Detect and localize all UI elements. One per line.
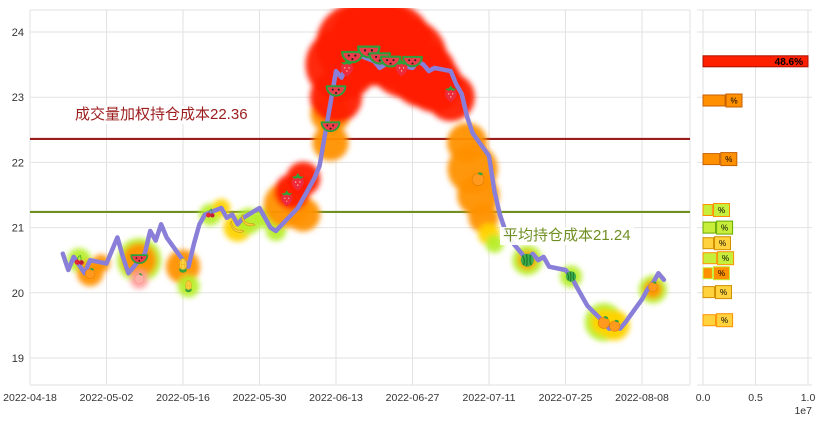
bar-label-chip xyxy=(715,285,732,300)
y-tick-label: 21 xyxy=(12,223,24,235)
watermelon-slice-icon xyxy=(325,85,347,97)
x-tick-label: 2022-05-02 xyxy=(80,392,134,404)
bar-label-chip xyxy=(713,266,730,281)
volume-blob xyxy=(485,234,504,253)
bar-percent-label: % xyxy=(721,224,728,233)
watermelon-slice-icon xyxy=(130,254,149,265)
bar-percent-label: % xyxy=(719,239,726,248)
bar-percent-label: % xyxy=(721,316,728,325)
y-tick-label: 19 xyxy=(12,353,24,365)
volume-profile-bars: 48.6%%%%%%%%%% xyxy=(702,55,809,328)
bar-label-chip xyxy=(716,220,734,235)
volume-blob xyxy=(235,208,262,235)
volume-bar xyxy=(702,252,718,265)
axis-labels: 19 20 21 22 23 24 2022-04-18 2022-05-02 2022-05-… xyxy=(3,27,815,417)
bar-percent-label: % xyxy=(730,97,737,106)
avg-cost-label: 平均持仓成本21.24 xyxy=(500,227,634,245)
volume-bar xyxy=(702,55,809,68)
bar-label-chip xyxy=(720,152,738,167)
volume-bar xyxy=(702,267,713,280)
x-tick-label: 0.0 xyxy=(696,392,711,404)
price-line xyxy=(60,52,667,331)
bar-percent-label: % xyxy=(722,254,729,263)
bar-percent-label: % xyxy=(718,206,725,215)
volume-bar xyxy=(702,237,714,250)
bar-label-chip xyxy=(713,203,730,217)
volume-bar xyxy=(702,286,716,299)
x-tick-label: 2022-06-27 xyxy=(386,392,440,404)
bar-percent-label: % xyxy=(725,155,732,164)
x-tick-label: 1.0 xyxy=(801,392,816,404)
x-tick-label: 2022-05-16 xyxy=(156,392,210,404)
vwap-cost-label: 成交量加权持仓成本22.36 xyxy=(72,106,251,124)
x-tick-label: 0.5 xyxy=(748,392,763,404)
y-tick-label: 20 xyxy=(12,288,24,300)
watermelon-whole-icon xyxy=(520,253,535,268)
y-tick-label: 24 xyxy=(12,27,24,39)
corn-icon xyxy=(178,258,188,274)
x-tick-label: 2022-04-18 xyxy=(3,392,57,404)
bar-label-chip xyxy=(717,251,735,266)
axis-scale-label: 1e7 xyxy=(794,405,812,417)
volume-bar xyxy=(702,221,717,234)
bar-label-chip xyxy=(714,236,731,251)
corn-icon xyxy=(184,280,193,293)
x-tick-label: 2022-07-25 xyxy=(539,392,593,404)
watermelon-slice-icon xyxy=(320,121,341,133)
volume-bar xyxy=(702,204,713,216)
y-tick-label: 22 xyxy=(12,157,24,169)
price-series xyxy=(60,52,667,331)
x-tick-label: 2022-07-11 xyxy=(463,392,516,404)
x-tick-label: 2022-08-08 xyxy=(615,392,669,404)
x-tick-label: 2022-06-13 xyxy=(309,392,363,404)
bar-percent-label: % xyxy=(720,288,727,297)
x-tick-label: 2022-05-30 xyxy=(233,392,287,404)
volume-bar xyxy=(702,153,721,166)
bar-percent-label: 48.6% xyxy=(775,57,803,68)
volume-bar xyxy=(702,314,717,327)
watermelon-slice-icon xyxy=(402,55,423,68)
bar-percent-label: % xyxy=(718,269,725,278)
reference-lines xyxy=(30,137,690,214)
watermelon-whole-icon xyxy=(565,270,577,283)
bar-label-chip xyxy=(716,313,734,328)
y-tick-label: 23 xyxy=(12,92,24,104)
volume-bar xyxy=(702,94,726,107)
bar-label-chip xyxy=(725,93,743,108)
